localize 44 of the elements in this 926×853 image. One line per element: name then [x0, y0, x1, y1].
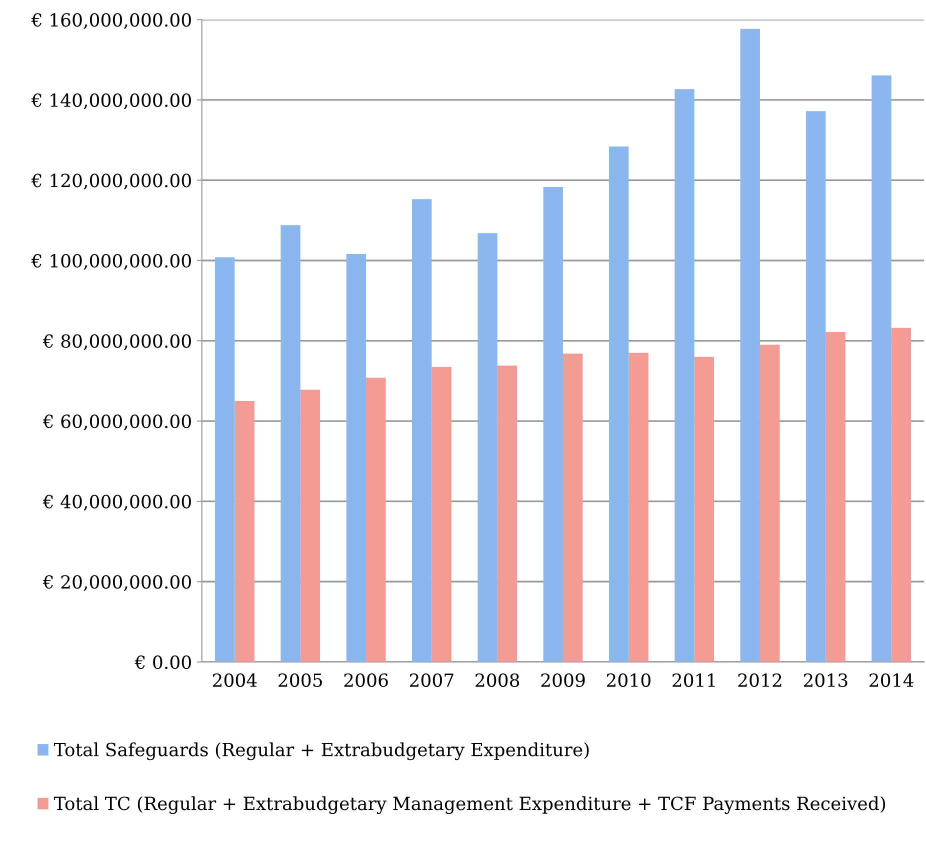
x-tick-label: 2011 — [672, 673, 715, 688]
y-tick-label: € 60,000,000.00 — [42, 414, 191, 430]
bar — [234, 400, 254, 662]
y-tick-label: € 0.00 — [134, 655, 191, 670]
x-tick-label: 2014 — [870, 673, 914, 688]
bar — [872, 75, 892, 662]
bar — [806, 111, 826, 662]
y-tick-label: € 20,000,000.00 — [42, 575, 191, 591]
bar — [740, 28, 760, 662]
bar — [215, 257, 235, 662]
bar — [563, 354, 583, 662]
x-tick-label: 2013 — [804, 673, 848, 688]
bar — [300, 390, 320, 662]
y-tick-label: € 160,000,000.00 — [31, 13, 191, 29]
bar — [608, 146, 629, 662]
x-tick-label: 2008 — [476, 673, 520, 688]
y-tick-label: € 120,000,000.00 — [31, 174, 191, 190]
legend-label: Total Safeguards (Regular + Extrabudgetary Expenditure) — [54, 742, 589, 760]
x-tick-label: 2005 — [278, 673, 322, 688]
bar — [826, 332, 846, 662]
bar — [891, 328, 912, 662]
y-tick-label: € 140,000,000.00 — [31, 93, 191, 110]
y-tick-label: € 40,000,000.00 — [42, 494, 191, 511]
bar — [280, 225, 300, 662]
bar — [346, 254, 366, 662]
y-tick-label: € 80,000,000.00 — [42, 334, 191, 350]
legend-label: Total TC (Regular + Extrabudgetary Management Expenditure + TCF Payments Received) — [54, 796, 886, 814]
bar — [366, 378, 386, 662]
bar — [694, 356, 714, 662]
x-tick-label: 2010 — [606, 673, 650, 688]
bar — [478, 233, 498, 662]
bar — [543, 187, 564, 662]
x-tick-label: 2004 — [212, 673, 257, 688]
bar — [412, 199, 432, 662]
x-tick-label: 2007 — [410, 673, 454, 688]
y-tick-label: € 100,000,000.00 — [31, 254, 191, 270]
x-tick-label: 2006 — [344, 673, 388, 688]
bar — [760, 344, 780, 662]
bar — [628, 352, 648, 662]
bar — [497, 366, 518, 662]
x-tick-label: 2012 — [738, 673, 782, 688]
bar — [674, 89, 694, 662]
bar — [432, 366, 452, 662]
x-tick-label: 2009 — [541, 673, 585, 688]
